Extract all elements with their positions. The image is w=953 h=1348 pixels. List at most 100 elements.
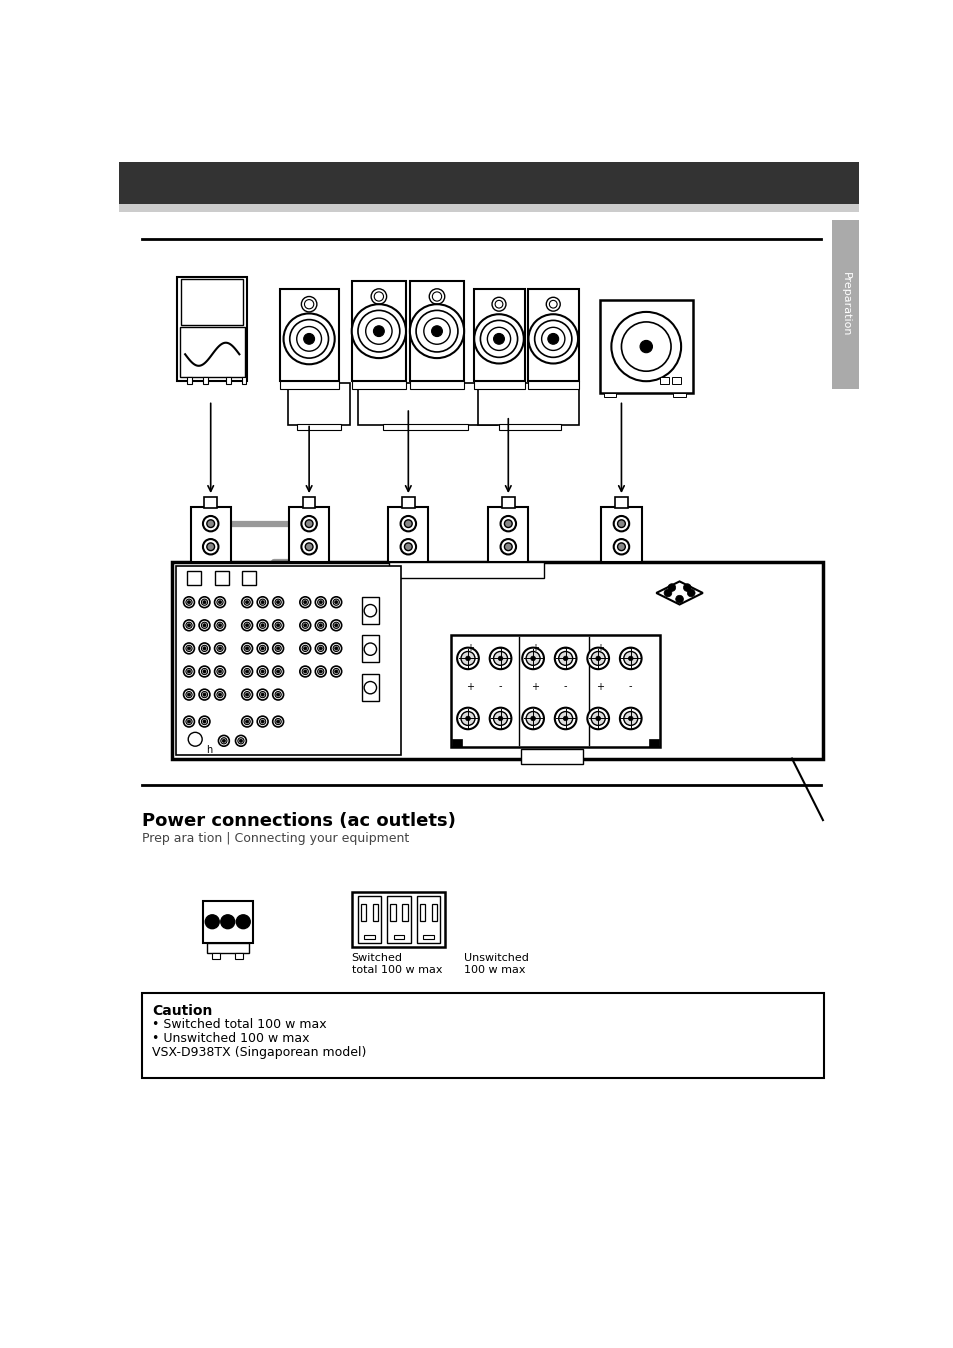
Circle shape (241, 689, 253, 700)
Circle shape (186, 692, 192, 698)
Circle shape (596, 716, 599, 721)
Bar (352, 381, 406, 390)
Circle shape (244, 669, 250, 674)
Circle shape (203, 647, 206, 650)
Bar (673, 392, 685, 398)
Bar (451, 635, 659, 747)
Circle shape (296, 326, 321, 352)
Circle shape (245, 693, 249, 696)
Circle shape (613, 516, 629, 531)
Text: Unswitched
100 w max: Unswitched 100 w max (464, 953, 529, 975)
Circle shape (203, 720, 206, 723)
Circle shape (371, 288, 386, 305)
Bar (474, 381, 524, 390)
Bar (528, 288, 578, 381)
Circle shape (201, 646, 208, 651)
Circle shape (617, 543, 624, 550)
Circle shape (619, 708, 641, 729)
Text: +: + (465, 643, 474, 652)
Circle shape (429, 288, 444, 305)
Bar (390, 905, 395, 921)
Circle shape (257, 716, 268, 727)
Text: +: + (530, 643, 538, 652)
Circle shape (521, 647, 543, 669)
Circle shape (299, 597, 311, 608)
Text: • Unswitched 100 w max: • Unswitched 100 w max (152, 1031, 309, 1045)
Circle shape (619, 647, 641, 669)
Circle shape (274, 623, 281, 628)
Circle shape (274, 692, 281, 698)
Circle shape (500, 539, 516, 554)
Circle shape (530, 716, 535, 721)
Circle shape (187, 647, 191, 650)
Circle shape (283, 314, 335, 364)
Circle shape (187, 720, 191, 723)
Circle shape (528, 314, 578, 364)
Circle shape (675, 596, 682, 603)
Bar (649, 739, 658, 747)
Bar (119, 162, 858, 204)
Circle shape (183, 643, 194, 654)
Circle shape (259, 646, 266, 651)
Circle shape (259, 623, 266, 628)
Circle shape (315, 620, 326, 631)
Circle shape (303, 647, 307, 650)
Circle shape (186, 669, 192, 674)
Circle shape (207, 543, 214, 550)
Circle shape (333, 623, 339, 628)
Circle shape (416, 310, 457, 352)
Circle shape (183, 689, 194, 700)
Bar (422, 936, 434, 940)
Circle shape (492, 298, 505, 311)
Circle shape (259, 599, 266, 605)
Circle shape (241, 620, 253, 631)
Bar (172, 562, 822, 759)
Circle shape (245, 601, 249, 604)
Circle shape (259, 692, 266, 698)
Circle shape (301, 516, 316, 531)
Circle shape (302, 646, 308, 651)
Circle shape (591, 651, 604, 666)
Circle shape (525, 712, 539, 725)
Circle shape (623, 712, 637, 725)
Circle shape (319, 601, 322, 604)
Circle shape (460, 651, 475, 666)
Bar (402, 905, 407, 921)
Circle shape (245, 670, 249, 673)
Circle shape (276, 601, 279, 604)
Bar (361, 674, 378, 701)
Circle shape (188, 732, 202, 747)
Bar (280, 288, 338, 381)
Bar (389, 562, 543, 577)
Circle shape (686, 589, 695, 597)
Circle shape (423, 318, 450, 344)
Text: Power connections (ac outlets): Power connections (ac outlets) (142, 813, 456, 830)
Circle shape (244, 599, 250, 605)
Circle shape (261, 647, 264, 650)
Circle shape (460, 712, 475, 725)
Circle shape (216, 646, 223, 651)
Circle shape (456, 647, 478, 669)
Circle shape (400, 539, 416, 554)
Circle shape (207, 520, 214, 527)
Circle shape (303, 624, 307, 627)
Circle shape (315, 597, 326, 608)
Bar (431, 905, 436, 921)
Bar (474, 288, 524, 381)
Circle shape (216, 599, 223, 605)
Circle shape (203, 601, 206, 604)
Circle shape (541, 328, 564, 350)
Circle shape (273, 689, 283, 700)
Circle shape (493, 651, 507, 666)
Circle shape (261, 670, 264, 673)
Circle shape (241, 597, 253, 608)
Circle shape (555, 647, 576, 669)
Circle shape (410, 305, 464, 359)
Circle shape (218, 647, 221, 650)
Bar (280, 381, 338, 390)
Circle shape (245, 624, 249, 627)
Circle shape (301, 297, 316, 311)
Text: -: - (562, 682, 566, 692)
Bar (297, 423, 340, 430)
Bar (410, 381, 464, 390)
